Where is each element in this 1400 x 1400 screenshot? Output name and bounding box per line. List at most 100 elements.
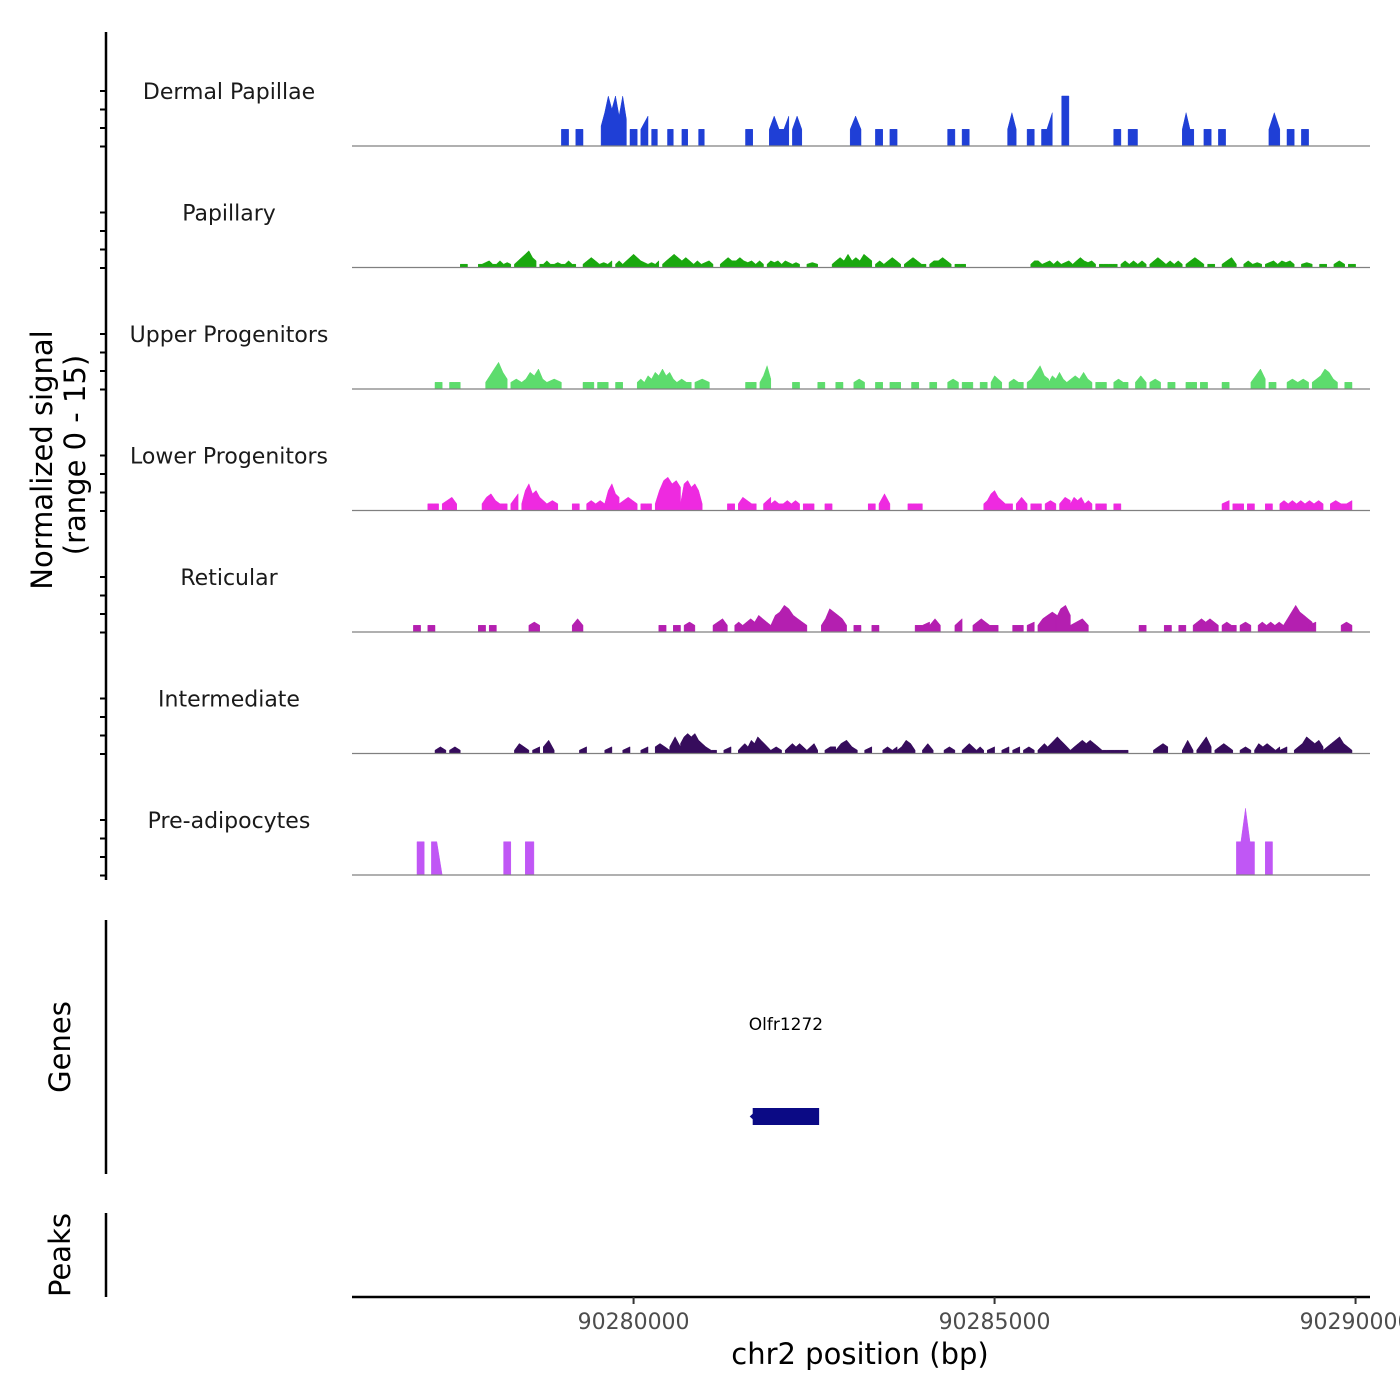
signal-peak: [723, 746, 732, 754]
signal-peak: [1268, 111, 1281, 147]
signal-peak: [1286, 129, 1295, 147]
signal-peak: [654, 476, 681, 511]
signal-peak: [1135, 375, 1147, 390]
signal-peak: [719, 257, 764, 268]
signal-peak: [1163, 625, 1172, 633]
track-lower-progenitors: Lower Progenitors: [130, 445, 1370, 512]
signal-peak: [1041, 112, 1053, 147]
signal-peak: [618, 496, 638, 511]
signal-peak: [875, 129, 883, 147]
signal-peak: [680, 480, 703, 511]
signal-peak: [427, 625, 436, 633]
signal-tracks: Dermal Papillae Papillary Upper Progenitor…: [130, 80, 1370, 876]
track-label: Reticular: [180, 566, 278, 591]
signal-peak: [1268, 382, 1277, 390]
x-tick-label: 90285000: [939, 1310, 1051, 1335]
signal-peak: [1203, 129, 1212, 147]
signal-peak: [907, 503, 923, 511]
signal-peak: [954, 618, 963, 633]
signal-peak: [1120, 260, 1147, 268]
track-label: Papillary: [182, 202, 276, 227]
gene-strand-arrow: [749, 1111, 756, 1122]
signal-peak: [449, 382, 461, 390]
signal-peak: [835, 382, 844, 390]
signal-peak: [654, 743, 670, 754]
signal-peak: [481, 493, 501, 511]
signal-peak: [1254, 743, 1281, 754]
gene-label: Olfr1272: [749, 1015, 823, 1035]
signal-peak: [929, 382, 938, 390]
signal-peak: [416, 841, 425, 876]
signal-peak: [546, 500, 559, 511]
signal-peak: [427, 503, 439, 511]
signal-peak: [849, 115, 862, 147]
signal-peak: [1192, 618, 1219, 633]
signal-peak: [766, 260, 800, 268]
signal-peak: [510, 493, 519, 511]
signal-peak: [431, 841, 443, 876]
signal-peak: [514, 743, 530, 754]
signal-peak: [1026, 365, 1049, 390]
signal-peak: [1304, 500, 1324, 511]
signal-peak: [1066, 371, 1093, 390]
signal-peak: [853, 378, 865, 390]
signal-peak: [503, 841, 512, 876]
signal-peak: [1218, 129, 1226, 147]
signal-peak: [1333, 260, 1345, 268]
signal-peak: [889, 382, 901, 390]
signal-peak: [1113, 129, 1122, 147]
signal-peak: [1026, 621, 1035, 633]
track-label: Pre-adipocytes: [148, 809, 311, 834]
signal-peak: [499, 503, 508, 511]
signal-peak: [1149, 378, 1161, 390]
signal-peak: [745, 129, 753, 147]
signal-peak: [521, 368, 548, 390]
signal-peak: [1340, 621, 1353, 633]
signal-peak: [792, 115, 803, 147]
signal-peak: [1030, 257, 1096, 268]
signal-peak: [896, 739, 916, 754]
signal-peak: [528, 621, 540, 633]
signal-peak: [449, 746, 461, 754]
signal-peak: [546, 378, 562, 390]
signal-peak: [673, 625, 681, 633]
signal-peak: [669, 736, 681, 754]
signal-peak: [1232, 503, 1244, 511]
signal-peak: [1055, 604, 1071, 633]
signal-peak: [705, 746, 717, 754]
signal-peak: [1322, 736, 1353, 754]
signal-peak: [763, 496, 772, 511]
signal-peak: [1023, 746, 1035, 754]
signal-peak: [961, 382, 974, 390]
signal-peak: [922, 743, 934, 754]
y-axis-title-line2: (range 0 - 15): [58, 355, 92, 555]
signal-peak: [1007, 111, 1017, 147]
signal-peak: [571, 618, 584, 633]
signal-peak: [867, 503, 876, 511]
signal-peak: [683, 621, 696, 633]
signal-peak: [1012, 625, 1024, 633]
signal-peak: [929, 257, 952, 268]
y-axis-title-line1: Normalized signal: [25, 330, 59, 589]
signal-peak: [712, 618, 728, 633]
signal-peak: [1070, 739, 1111, 754]
track-upper-progenitors: Upper Progenitors: [130, 323, 1370, 390]
signal-peak: [1243, 260, 1262, 268]
signal-peak: [640, 746, 649, 754]
signal-peak: [889, 129, 898, 147]
signal-peak: [521, 483, 548, 511]
signal-peak: [539, 260, 577, 268]
signal-peak: [1301, 262, 1313, 268]
signal-peak: [1239, 746, 1252, 754]
signal-peak: [525, 841, 535, 876]
signal-peak: [698, 129, 705, 147]
signal-peak: [1138, 625, 1147, 633]
signal-peak: [543, 739, 555, 754]
signal-peak: [1113, 378, 1129, 390]
signal-peak: [914, 621, 930, 633]
signal-peak: [817, 382, 826, 390]
track-label: Upper Progenitors: [130, 323, 329, 348]
signal-peak: [1286, 378, 1309, 390]
signal-peak: [943, 746, 956, 754]
